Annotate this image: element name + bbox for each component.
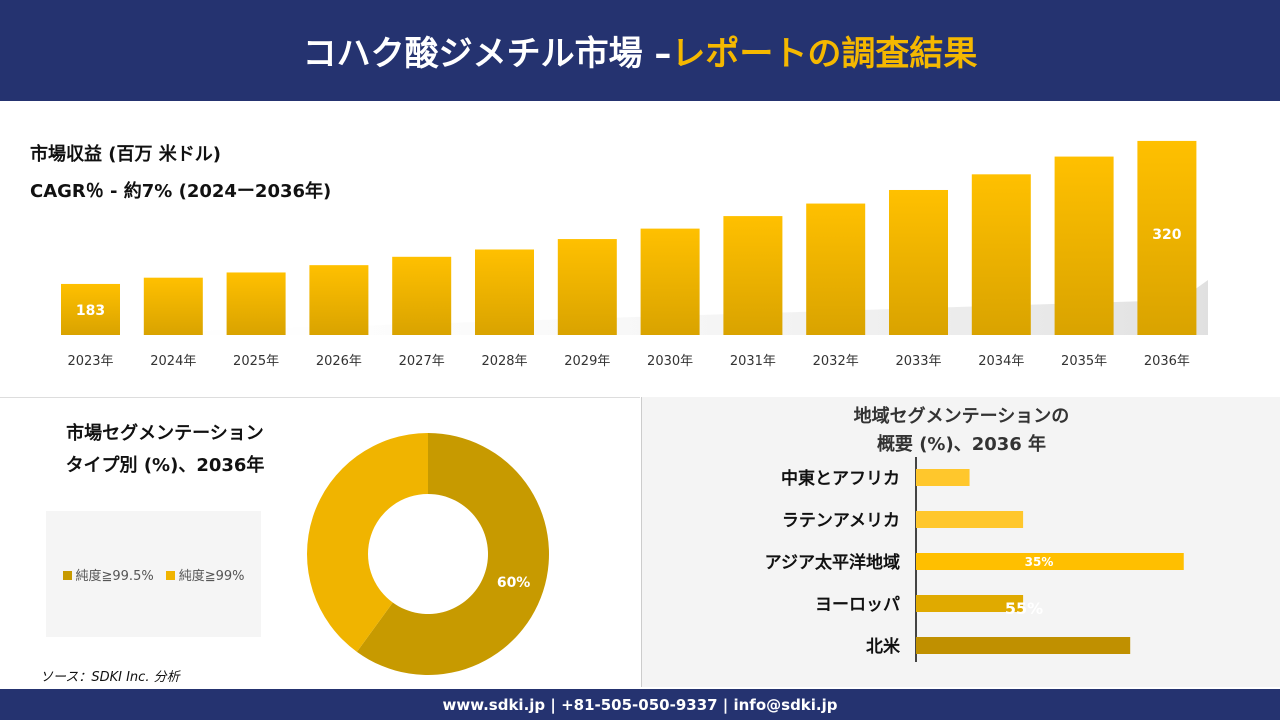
year-tick-label: 2023年 [67,354,113,369]
title-main: コハク酸ジメチル市場 – [302,34,672,74]
donut-legend: 純度≧99.5% 純度≧99% [46,511,261,637]
year-tick-label: 2033年 [895,354,941,369]
revenue-bar [557,239,617,335]
revenue-bar [889,189,948,335]
year-tick-label: 2026年 [316,354,362,369]
header-banner: コハク酸ジメチル市場 – レポートの調査結果 [0,0,1280,101]
revenue-bar [971,174,1031,335]
footer-contact: www.sdki.jp | +81-505-050-9337 | info@sd… [0,689,1280,720]
revenue-bar [143,277,203,335]
revenue-bar [1054,156,1114,335]
year-tick-label: 2036年 [1144,354,1190,369]
donut-slice [307,433,428,652]
region-data-label: 35% [1025,555,1054,569]
region-label: 中東とアフリカ [781,468,900,489]
legend-item: 純度≧99% [165,565,245,584]
region-title: 地域セグメンテーションの 概要 (%)、2036 年 [853,406,1070,455]
region-bar [916,469,970,486]
region-label: ヨーロッパ [815,595,900,615]
region-label: 北米 [866,636,901,657]
region-bar [916,637,1131,654]
source-note: ソース：SDKI Inc. 分析 [40,670,180,685]
year-tick-label: 2035年 [1061,354,1107,369]
revenue-bar [806,203,866,335]
revenue-bar-chart: 2023年 183 2024年 2025年 2026年 2027年 2028年 2029年 20… [60,140,1208,369]
bar-data-label: 320 [1152,227,1181,243]
year-tick-label: 2029年 [564,354,610,369]
cagr-label: CAGR％ - 約7% (2024ー2036年) [30,181,332,202]
bar-data-label: 183 [76,303,105,319]
slice-data-label: 60% [497,575,531,591]
revenue-bar [226,272,286,335]
type-segment-panel: 市場セグメンテーション タイプ別 (%)、2036年 純度≧99.5% 純度≧99… [0,397,640,687]
revenue-bar [723,216,783,335]
donut-chart: 60% [307,433,550,675]
title-accent: レポートの調査結果 [671,34,978,74]
year-tick-label: 2024年 [150,354,196,369]
revenue-label: 市場収益 (百万 米ドル) [30,144,221,165]
region-bar [916,511,1024,528]
revenue-bar [1137,140,1197,335]
region-bar [916,595,1024,612]
region-segment-panel: 地域セグメンテーションの 概要 (%)、2036 年 中東とアフリカ ラテンアメリカ… [641,397,1280,687]
year-tick-label: 2031年 [730,354,776,369]
revenue-bar [475,249,534,335]
revenue-bar [640,228,700,335]
region-bar [916,553,1184,570]
year-tick-label: 2034年 [978,354,1024,369]
region-data-label: 55% [1005,599,1043,618]
revenue-bar [392,256,452,335]
segment-title: 市場セグメンテーション タイプ別 (%)、2036年 [65,423,265,476]
year-tick-label: 2025年 [233,354,279,369]
legend-item: 純度≧99.5% [62,565,154,584]
year-tick-label: 2028年 [481,354,527,369]
revenue-bar [309,265,369,335]
region-label: ラテンアメリカ [782,511,900,531]
year-tick-label: 2032年 [813,354,859,369]
donut-slice [356,433,550,675]
year-tick-label: 2030年 [647,354,693,369]
year-tick-label: 2027年 [399,354,445,369]
region-label: アジア太平洋地域 [765,552,900,573]
revenue-bar [61,283,120,335]
